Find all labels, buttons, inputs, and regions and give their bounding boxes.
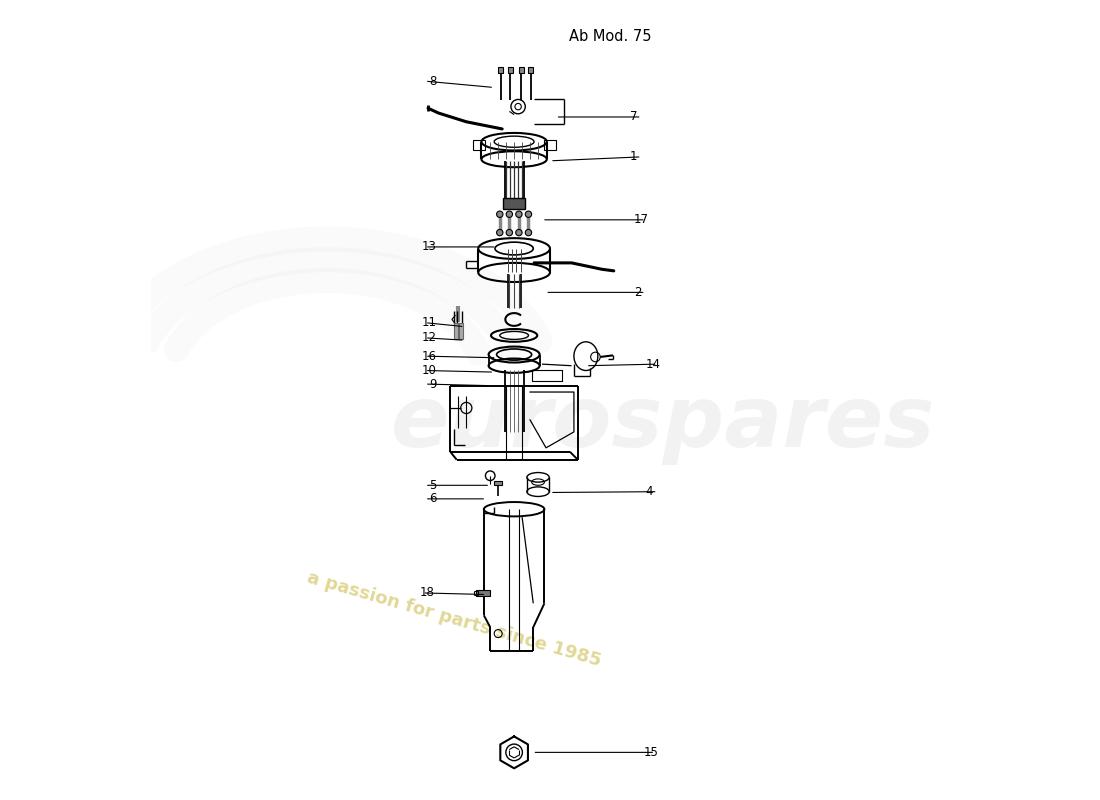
Text: 1: 1 — [629, 150, 637, 163]
Text: 13: 13 — [422, 241, 437, 254]
Text: 2: 2 — [634, 286, 641, 299]
Circle shape — [506, 211, 513, 218]
Bar — [476, 590, 491, 596]
Text: eurospares: eurospares — [390, 382, 935, 466]
Circle shape — [506, 230, 513, 236]
Bar — [508, 66, 513, 73]
Bar — [473, 140, 485, 150]
Text: 14: 14 — [646, 358, 661, 370]
Text: 5: 5 — [429, 479, 437, 492]
Circle shape — [496, 211, 503, 218]
Bar — [494, 482, 503, 486]
Text: 9: 9 — [429, 378, 437, 390]
Text: 11: 11 — [421, 316, 437, 329]
Bar — [519, 66, 524, 73]
Bar — [503, 198, 526, 209]
Circle shape — [496, 230, 503, 236]
Bar — [544, 140, 557, 150]
Text: a passion for parts since 1985: a passion for parts since 1985 — [306, 569, 604, 670]
Text: Ab Mod. 75: Ab Mod. 75 — [569, 30, 651, 44]
Bar — [528, 66, 534, 73]
Text: 16: 16 — [421, 350, 437, 362]
Circle shape — [526, 230, 531, 236]
Bar — [478, 249, 550, 268]
Text: 8: 8 — [429, 74, 437, 88]
Text: 6: 6 — [429, 492, 437, 506]
Text: 7: 7 — [629, 110, 637, 123]
Text: 18: 18 — [419, 586, 435, 599]
Circle shape — [516, 211, 522, 218]
Text: 15: 15 — [644, 746, 658, 759]
Circle shape — [516, 230, 522, 236]
Text: 12: 12 — [421, 331, 437, 344]
Text: 10: 10 — [422, 364, 437, 377]
Text: 17: 17 — [634, 214, 649, 226]
Bar — [459, 323, 463, 339]
Text: 4: 4 — [646, 485, 653, 498]
Circle shape — [526, 211, 531, 218]
Bar — [453, 323, 458, 339]
Bar — [498, 66, 503, 73]
